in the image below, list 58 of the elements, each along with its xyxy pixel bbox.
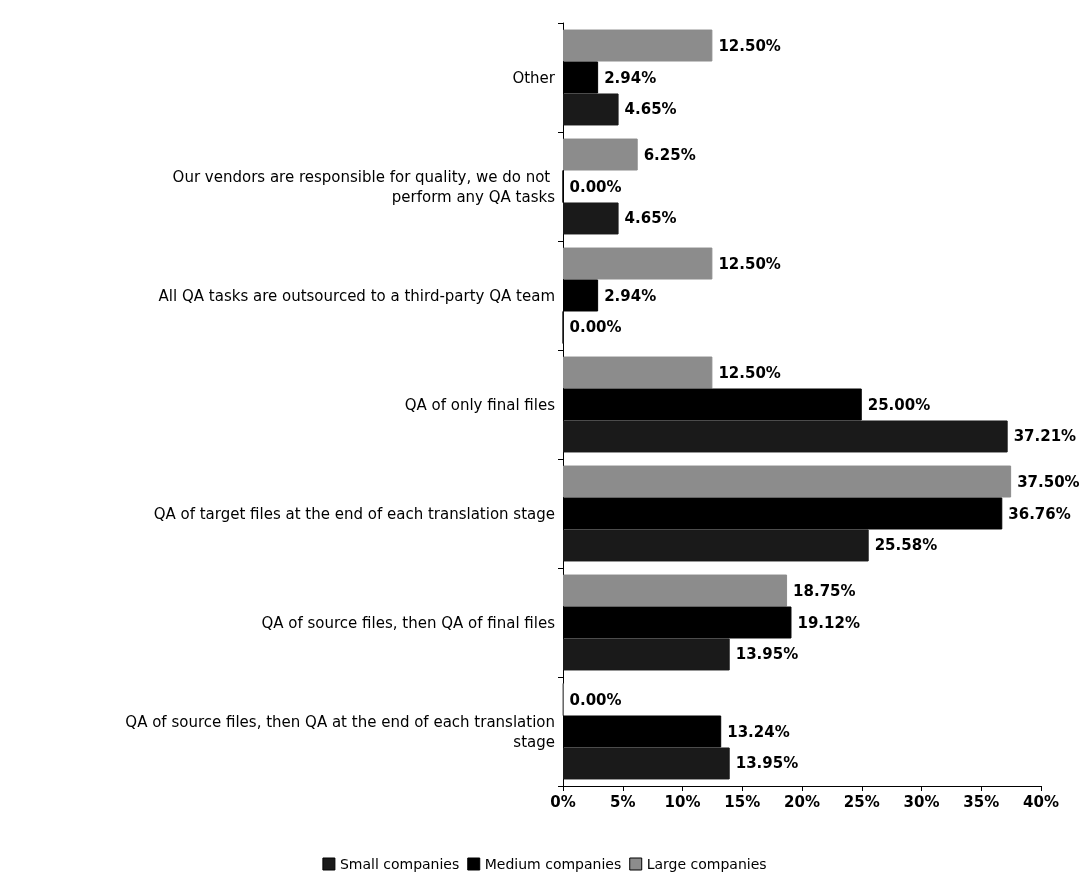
data-label: 12.50% bbox=[718, 363, 781, 382]
data-label: 12.50% bbox=[718, 254, 781, 273]
bar bbox=[563, 61, 599, 94]
data-label: 36.76% bbox=[1008, 504, 1071, 523]
x-tick-label: 30% bbox=[903, 792, 940, 811]
y-tick-label: QA of target files at the end of each translation stage bbox=[153, 504, 555, 523]
bar bbox=[563, 279, 599, 312]
x-tick-label: 40% bbox=[1023, 792, 1059, 811]
legend-label: Large companies bbox=[646, 856, 767, 872]
bar bbox=[563, 529, 869, 562]
data-label: 0.00% bbox=[569, 690, 622, 709]
bar bbox=[563, 465, 1012, 498]
data-label: 18.75% bbox=[793, 581, 856, 600]
legend-label: Medium companies bbox=[484, 856, 622, 872]
y-tick-label: QA of source files, then QA at the end of each translation stage bbox=[125, 712, 555, 751]
data-label: 0.00% bbox=[569, 177, 622, 196]
data-label: 4.65% bbox=[624, 209, 677, 228]
data-label: 25.58% bbox=[874, 536, 938, 555]
x-tick-label: 15% bbox=[724, 792, 761, 811]
data-label: 25.00% bbox=[867, 395, 931, 414]
bar bbox=[563, 606, 792, 639]
data-label: 37.50% bbox=[1017, 472, 1080, 491]
bar bbox=[563, 497, 1003, 530]
y-tick-label: Our vendors are responsible for quality, we do not perform any QA tasks bbox=[172, 167, 556, 206]
data-label: 2.94% bbox=[604, 68, 657, 87]
bar bbox=[563, 138, 638, 171]
x-tick-label: 10% bbox=[664, 792, 701, 811]
bar bbox=[563, 574, 788, 607]
bar bbox=[563, 388, 862, 421]
y-tick-label: QA of source files, then QA of final files bbox=[261, 613, 556, 632]
data-label: 13.95% bbox=[735, 754, 799, 773]
data-label: 13.95% bbox=[735, 645, 799, 664]
bar bbox=[563, 247, 713, 280]
bar bbox=[563, 202, 619, 235]
bar bbox=[563, 638, 730, 671]
data-label: 6.25% bbox=[643, 145, 696, 164]
data-label: 13.24% bbox=[727, 722, 790, 741]
data-label: 4.65% bbox=[624, 100, 677, 119]
data-label: 12.50% bbox=[718, 36, 781, 55]
bar bbox=[563, 715, 722, 748]
bar bbox=[563, 93, 619, 126]
bar bbox=[563, 747, 730, 780]
y-tick-label: QA of only final files bbox=[404, 395, 556, 414]
bar bbox=[563, 356, 713, 389]
data-label: 2.94% bbox=[604, 286, 657, 305]
y-tick-label: All QA tasks are outsourced to a third-party QA team bbox=[158, 286, 555, 305]
x-tick-label: 35% bbox=[963, 792, 1000, 811]
data-label: 37.21% bbox=[1013, 427, 1077, 446]
x-tick-label: 20% bbox=[784, 792, 820, 811]
data-label: 0.00% bbox=[569, 318, 622, 337]
x-tick-label: 5% bbox=[610, 792, 636, 811]
bar bbox=[563, 420, 1008, 453]
x-tick-label: 0% bbox=[550, 792, 576, 811]
x-tick-label: 25% bbox=[843, 792, 880, 811]
bar bbox=[563, 29, 713, 62]
y-tick-label: Other bbox=[512, 68, 556, 87]
legend-label: Small companies bbox=[339, 856, 460, 872]
data-label: 19.12% bbox=[797, 613, 860, 632]
